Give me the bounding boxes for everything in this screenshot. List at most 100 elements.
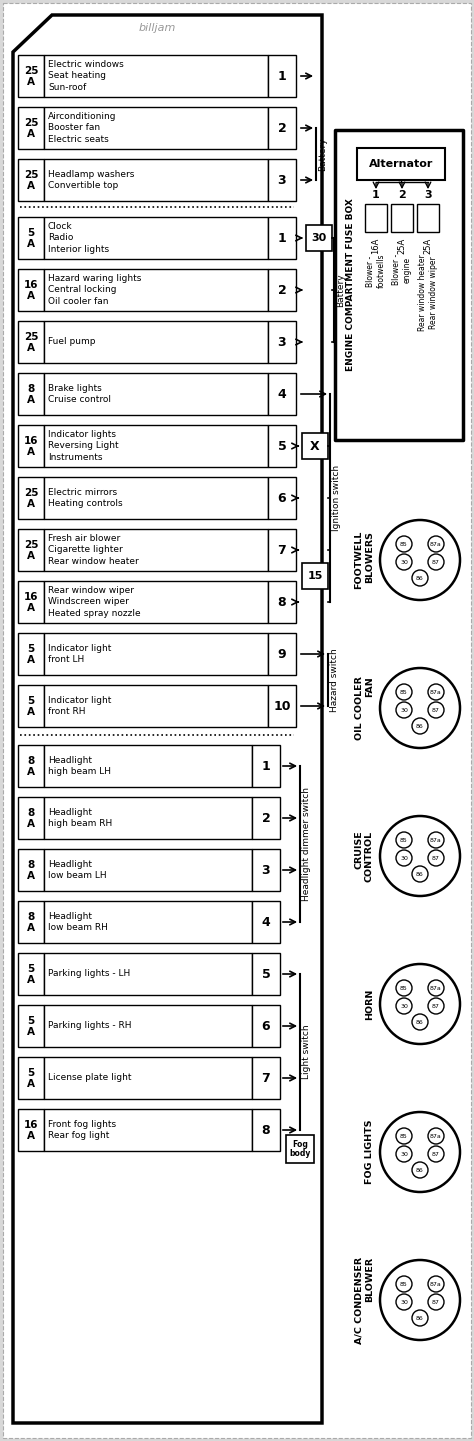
Bar [252, 1004, 280, 1048]
Text: 9: 9 [278, 647, 286, 660]
Text: A/C CONDENSER
BLOWER: A/C CONDENSER BLOWER [355, 1257, 374, 1343]
Text: 15: 15 [307, 571, 323, 581]
Text: 5: 5 [27, 644, 35, 654]
Text: 8: 8 [27, 383, 35, 393]
Circle shape [428, 536, 444, 552]
Bar [18, 849, 44, 891]
Circle shape [428, 980, 444, 996]
Circle shape [396, 1275, 412, 1293]
Circle shape [396, 553, 412, 571]
Bar [18, 373, 44, 415]
Text: 8: 8 [27, 860, 35, 870]
Bar [18, 477, 44, 519]
Text: Rear window wiper
Windscreen wiper
Heated spray nozzle: Rear window wiper Windscreen wiper Heate… [48, 586, 141, 618]
Circle shape [380, 520, 460, 599]
Bar [252, 849, 280, 891]
Bar [44, 849, 252, 891]
Text: 87: 87 [432, 708, 440, 712]
Text: 85: 85 [400, 1281, 408, 1287]
Text: 25: 25 [24, 488, 38, 499]
Text: Parking lights - LH: Parking lights - LH [48, 970, 130, 978]
Bar [44, 1004, 252, 1048]
Bar [302, 432, 328, 460]
Text: Battery: Battery [318, 137, 327, 171]
Text: 6: 6 [262, 1019, 270, 1033]
Text: 87: 87 [432, 856, 440, 860]
Circle shape [396, 536, 412, 552]
Text: Headlight
low beam LH: Headlight low beam LH [48, 860, 107, 880]
Text: 86: 86 [416, 1167, 424, 1173]
Text: 87: 87 [432, 1151, 440, 1157]
Text: 5: 5 [278, 440, 286, 452]
Text: A: A [27, 1079, 35, 1089]
Text: 30: 30 [400, 856, 408, 860]
Text: Headlight dimmer switch: Headlight dimmer switch [302, 787, 311, 901]
Text: 2: 2 [262, 811, 270, 824]
Text: 30: 30 [400, 1300, 408, 1304]
Text: A: A [27, 182, 35, 192]
Bar [252, 797, 280, 839]
Text: A: A [27, 1131, 35, 1141]
Text: 1: 1 [278, 232, 286, 245]
Bar [18, 425, 44, 467]
Text: Alternator: Alternator [369, 159, 433, 169]
Text: A: A [27, 708, 35, 718]
Text: Headlamp washers
Convertible top: Headlamp washers Convertible top [48, 170, 134, 190]
Text: A: A [27, 499, 35, 509]
Text: 85: 85 [400, 542, 408, 546]
Circle shape [412, 718, 428, 733]
Text: 30: 30 [400, 1151, 408, 1157]
Text: A: A [27, 76, 35, 86]
Circle shape [428, 1128, 444, 1144]
Bar [44, 1058, 252, 1099]
Text: 8: 8 [27, 912, 35, 922]
Bar [18, 321, 44, 363]
Bar [357, 148, 445, 180]
Text: 86: 86 [416, 1019, 424, 1025]
Text: 86: 86 [416, 723, 424, 729]
Circle shape [396, 980, 412, 996]
Bar [18, 529, 44, 571]
Circle shape [428, 831, 444, 847]
Circle shape [428, 850, 444, 866]
Bar [268, 218, 296, 259]
Bar [44, 425, 268, 467]
Text: Blower -
footwells: Blower - footwells [366, 254, 386, 288]
Bar [18, 1058, 44, 1099]
Bar [286, 1136, 314, 1163]
Bar [268, 684, 296, 728]
Text: Headlight
high beam LH: Headlight high beam LH [48, 757, 111, 777]
Bar [335, 130, 463, 440]
Text: 8: 8 [278, 595, 286, 608]
Circle shape [412, 866, 428, 882]
Text: 2: 2 [398, 190, 406, 200]
Text: 87: 87 [432, 559, 440, 565]
Text: A: A [27, 395, 35, 405]
Text: 5: 5 [262, 967, 270, 980]
Text: 25: 25 [24, 331, 38, 342]
Text: 1: 1 [278, 69, 286, 82]
Bar [44, 477, 268, 519]
Text: 85: 85 [400, 1134, 408, 1138]
Text: 5: 5 [27, 964, 35, 974]
Circle shape [396, 1294, 412, 1310]
Circle shape [396, 1128, 412, 1144]
Text: HORN: HORN [365, 989, 374, 1020]
Text: A: A [27, 239, 35, 249]
Text: 87a: 87a [430, 837, 442, 843]
Text: A: A [27, 656, 35, 664]
Bar [252, 1110, 280, 1151]
Text: 87: 87 [432, 1003, 440, 1009]
Text: 87a: 87a [430, 1134, 442, 1138]
Circle shape [412, 1310, 428, 1326]
Bar [268, 425, 296, 467]
Circle shape [396, 831, 412, 847]
Text: Fuel pump: Fuel pump [48, 337, 95, 346]
Text: 85: 85 [400, 837, 408, 843]
Bar [268, 633, 296, 674]
Text: 16A: 16A [372, 238, 381, 255]
Bar [44, 684, 268, 728]
Text: A: A [27, 550, 35, 561]
Text: 2: 2 [278, 284, 286, 297]
Text: FOG LIGHTS: FOG LIGHTS [365, 1120, 374, 1185]
